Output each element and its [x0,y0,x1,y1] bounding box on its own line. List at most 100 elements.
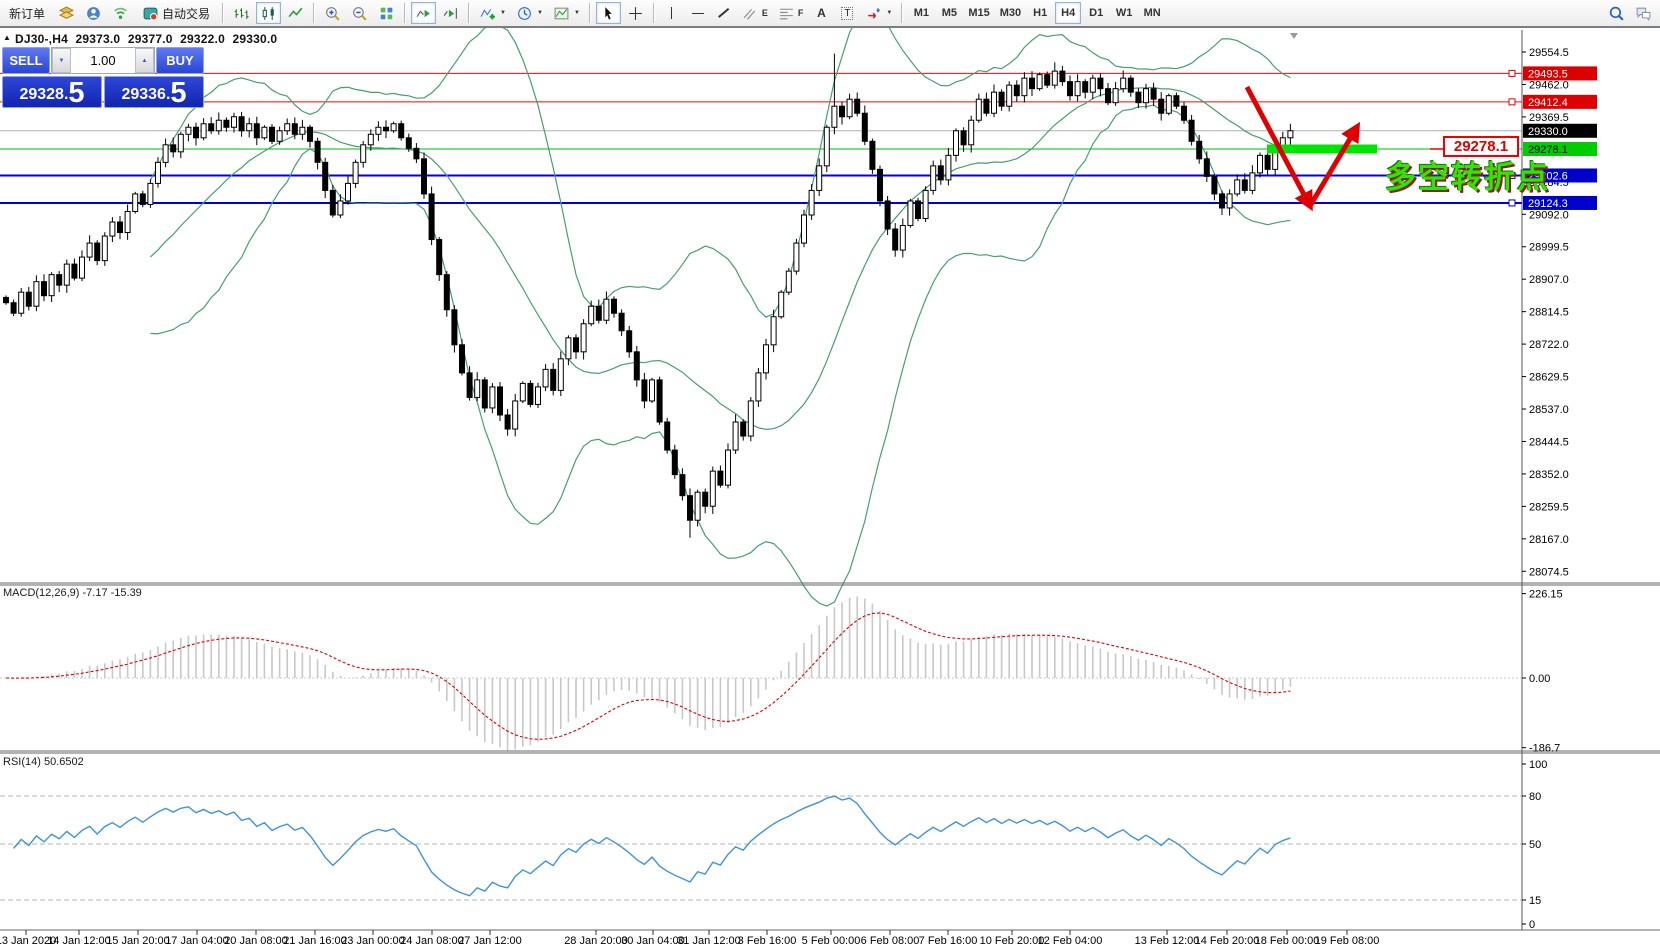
signals-button[interactable] [108,2,133,24]
volume-increase-button[interactable]: ▲ [135,48,154,73]
dropdown-caret-icon: ▼ [536,10,543,16]
periods-button[interactable]: ▼ [512,2,547,24]
sell-price-display[interactable]: 29328. 5 [2,76,102,108]
arrows-tool-button[interactable]: ▼ [861,2,896,24]
toolbar-separator [222,3,225,23]
search-button[interactable] [1604,2,1629,24]
period-MN[interactable]: MN [1139,2,1165,24]
crosshair-tool-button[interactable] [623,2,648,24]
macd-name: MACD(12,26,9) [3,587,80,599]
tile-windows-button[interactable] [374,2,399,24]
text-tool-button[interactable]: A [809,2,833,24]
cursor-tool-button[interactable] [595,2,621,24]
period-H1[interactable]: H1 [1027,2,1053,24]
timeframe-buttons: M1 M5 M15 M30 H1 H4 D1 W1 MN [908,2,1165,24]
horizontal-line-tool-button[interactable] [686,2,710,24]
zoom-in-icon [326,6,340,21]
chart-shift-button[interactable] [438,2,463,24]
period-W1[interactable]: W1 [1111,2,1137,24]
period-M1[interactable]: M1 [908,2,934,24]
period-M15[interactable]: M15 [964,2,993,24]
buy-price-pip: 5 [170,77,187,109]
bar-chart-button[interactable] [229,2,254,24]
candles [3,53,1294,538]
candlestick-chart-button[interactable] [256,2,282,24]
line-chart-button[interactable] [283,2,308,24]
clock-icon [518,6,531,20]
indicators-button[interactable]: ▼ [475,2,510,24]
toolbar: 新订单 自动交易 [0,0,1660,28]
chat-button[interactable] [1631,2,1656,24]
price-badge [1523,123,1597,138]
autotrading-label: 自动交易 [162,6,211,21]
price-tick: 29369.5 [1529,112,1569,124]
new-order-button[interactable]: 新订单 [2,2,52,24]
line-handle[interactable] [1508,69,1516,77]
autotrading-icon [143,7,158,20]
turning-point-annotation[interactable]: 多空转折点 [1385,160,1550,195]
volume-input[interactable] [71,48,135,73]
one-click-toggle[interactable]: ▲ [3,33,11,42]
trendline-tool-button[interactable] [712,2,736,24]
line-handle[interactable] [1508,199,1516,207]
fibonacci-tool-button[interactable]: F [774,2,808,24]
indicators-icon [480,8,495,19]
price-axis[interactable]: 29554.529462.029369.529184.529092.028999… [1508,30,1597,930]
zoom-in-button[interactable] [320,2,345,24]
spinner-down-icon: ▼ [58,57,65,64]
period-D1[interactable]: D1 [1083,2,1109,24]
period-M30[interactable]: M30 [996,2,1025,24]
ohlc-low: 29322.0 [180,32,225,46]
time-tick: 12 Feb 04:00 [1038,935,1103,947]
pane-separator[interactable] [0,750,1660,755]
toolbar-separator [404,3,407,23]
macd-axis-tick: 226.15 [1529,589,1563,601]
sell-price-main: 29328. [19,86,69,103]
chart-shift-icon [443,7,457,19]
cursor-icon [605,6,612,19]
ohlc-close: 29330.0 [232,32,278,46]
price-badge-text: 29202.6 [1528,170,1568,182]
dropdown-caret-icon: ▼ [886,10,893,16]
pane-separator[interactable] [0,582,1660,587]
green-zone-annotation[interactable] [1267,144,1377,154]
period-H4[interactable]: H4 [1055,2,1082,24]
sell-button[interactable]: SELL [2,47,50,74]
chart-title: DJ30-,H4 29373.0 29377.0 29322.0 29330.0 [15,32,281,46]
rsi-axis-tick: 15 [1529,895,1541,907]
zoom-out-button[interactable] [347,2,372,24]
ohlc-high: 29377.0 [127,32,173,46]
buy-price-display[interactable]: 29336. 5 [104,76,204,108]
rsi-value: 50.6502 [43,756,84,768]
channel-tool-button[interactable]: E [738,2,772,24]
zigzag-arrow-annotation[interactable] [1244,85,1443,212]
horizontal-lines[interactable] [0,72,1522,204]
label-tool-icon: T [841,6,854,20]
time-tick: 28 Jan 20:00 [564,935,628,947]
price-tick: 28999.5 [1529,242,1569,254]
line-handle[interactable] [1508,98,1516,106]
templates-button[interactable]: ▼ [549,2,584,24]
line-handle[interactable] [1508,171,1516,179]
price-callout-box[interactable]: 29278.1 [1443,136,1519,157]
auto-scroll-button[interactable] [411,2,437,24]
price-badge [1523,195,1597,210]
autotrading-button[interactable]: 自动交易 [135,2,217,24]
buy-button[interactable]: BUY [156,47,204,74]
text-tool-icon: A [817,6,826,20]
time-tick: 18 Feb 00:00 [1255,935,1320,947]
vertical-line-tool-button[interactable] [660,2,684,24]
market-watch-button[interactable] [54,2,79,24]
volume-decrease-button[interactable]: ▼ [52,48,71,73]
chart-shift-marker[interactable] [1290,33,1298,39]
rsi-axis-tick: 100 [1529,759,1547,771]
time-tick: 30 Jan 04:00 [621,935,685,947]
price-badge [1523,66,1597,81]
price-tick: 28352.0 [1529,469,1569,481]
community-button[interactable] [81,2,106,24]
period-M5[interactable]: M5 [936,2,962,24]
label-tool-button[interactable]: T [835,2,859,24]
price-badge-text: 29124.3 [1528,198,1568,210]
